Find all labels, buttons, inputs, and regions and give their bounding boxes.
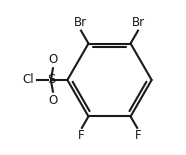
Text: F: F: [135, 129, 141, 142]
Text: F: F: [78, 129, 84, 142]
Text: O: O: [49, 94, 58, 107]
Text: Cl: Cl: [22, 73, 33, 86]
Text: S: S: [47, 73, 55, 86]
Text: Br: Br: [74, 16, 87, 29]
Text: Br: Br: [132, 16, 145, 29]
Text: O: O: [49, 53, 58, 66]
